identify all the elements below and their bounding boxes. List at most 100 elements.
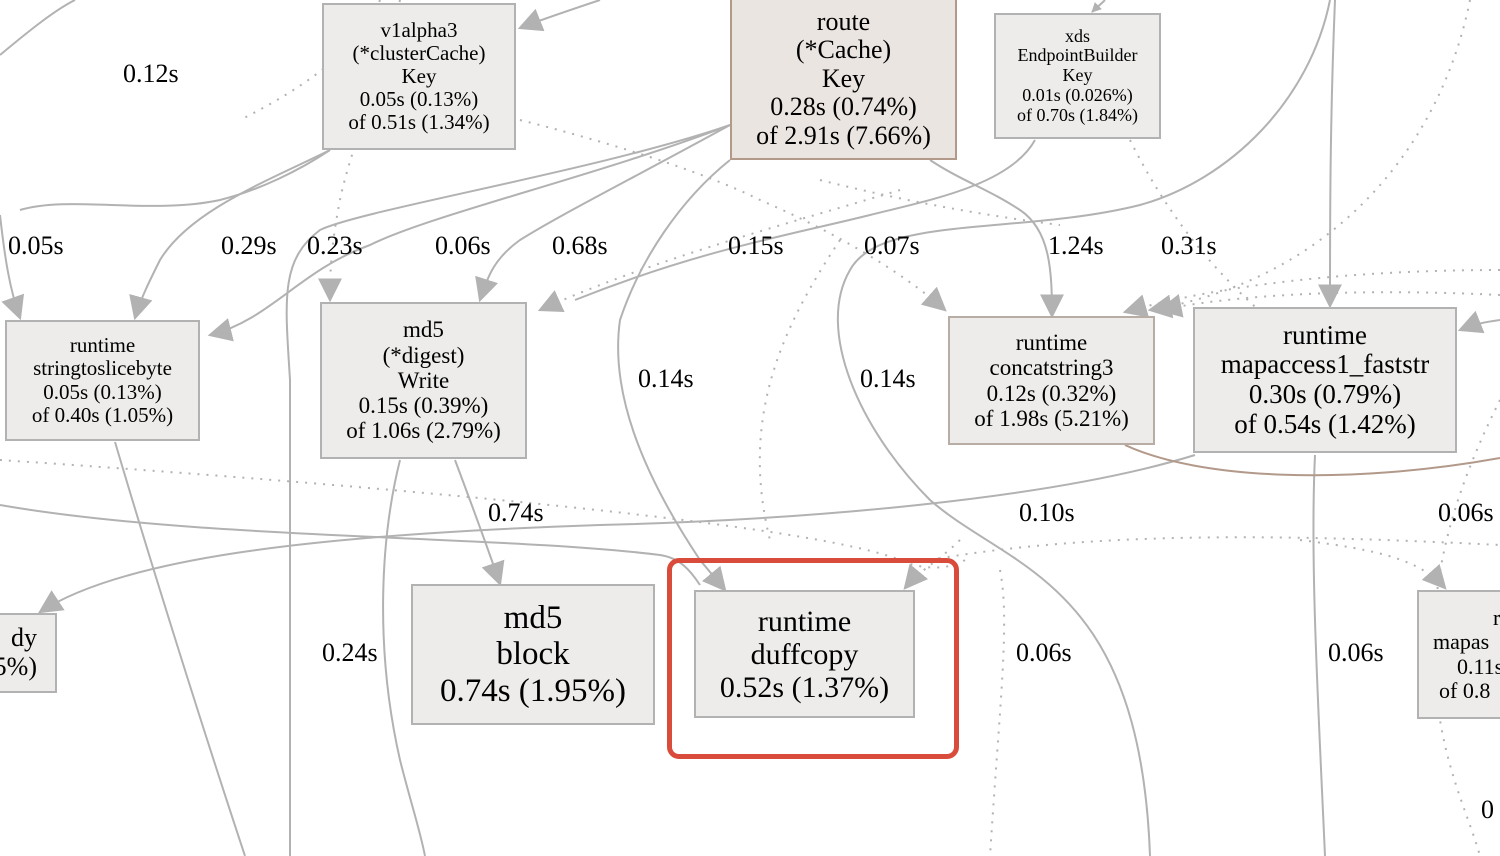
edge [1122, 269, 1500, 318]
edge [0, 0, 76, 56]
node-line: Write [397, 367, 450, 393]
edge-label: 0.06s [1328, 638, 1384, 667]
edge-label: 0.14s [638, 364, 694, 393]
node-line: runtime [757, 604, 852, 638]
node-line: runtime [1283, 319, 1367, 350]
node-runtime-stringtoslicebyte[interactable]: runtime stringtoslicebyte 0.05s (0.13%) … [5, 320, 200, 441]
edge [1432, 399, 1500, 856]
node-line: 0.30s (0.79%) [1248, 379, 1402, 409]
node-runtime-mapaccess1-faststr[interactable]: runtime mapaccess1_faststr 0.30s (0.79%)… [1193, 307, 1457, 453]
node-line: runtime [69, 333, 136, 358]
node-xds-endpointbuilder-key[interactable]: xds EndpointBuilder Key 0.01s (0.026%) o… [994, 13, 1161, 139]
edge [19, 149, 331, 211]
edge [929, 536, 1500, 561]
edge-label: 0.15s [728, 231, 784, 260]
edge [519, 119, 947, 312]
node-line: 0.01s (0.026%) [1022, 84, 1133, 105]
node-line: (*digest) [382, 342, 465, 368]
edge-label: 0.12s [123, 59, 179, 88]
edge-label: 0.29s [221, 231, 277, 260]
edge [617, 159, 731, 592]
edge [1299, 539, 1447, 590]
edge [1457, 310, 1500, 334]
edge-label: 0.06s [435, 231, 491, 260]
edge-label: 0.07s [864, 231, 920, 260]
node-runtime-concatstring3[interactable]: runtime concatstring3 0.12s (0.32%) of 1… [948, 316, 1155, 445]
edge-label: 0.31s [1161, 231, 1217, 260]
node-line: of 1.06s (2.79%) [346, 418, 501, 444]
node-route-cache-key[interactable]: route (*Cache) Key 0.28s (0.74%) of 2.91… [730, 0, 957, 160]
node-line: 0.11s [1457, 653, 1500, 679]
edge-label: 0.10s [1019, 498, 1075, 527]
node-line: runtime [1015, 329, 1088, 355]
node-line: block [496, 636, 570, 673]
node-line: xds [1064, 25, 1090, 46]
edge [517, 0, 601, 32]
edge-label: 0 [1481, 795, 1494, 824]
node-line: mapaccess1_faststr [1220, 349, 1430, 380]
node-md5-digest-write[interactable]: md5 (*digest) Write 0.15s (0.39%) of 1.0… [320, 302, 527, 459]
node-clustercache-key[interactable]: v1alpha3 (*clusterCache) Key 0.05s (0.13… [322, 3, 516, 150]
edge [382, 459, 426, 856]
node-line: md5 [503, 600, 563, 637]
edge [207, 124, 731, 342]
node-md5-block[interactable]: md5 block 0.74s (1.95%) [411, 584, 655, 725]
edge-label: 0.68s [552, 231, 608, 260]
edge [37, 454, 1196, 614]
edge [1129, 139, 1271, 321]
node-line: Key [401, 63, 437, 88]
edge [0, 214, 25, 321]
edge-label: 0.05s [8, 231, 64, 260]
edge [989, 569, 1006, 856]
node-line: dy [11, 623, 37, 653]
edge-label: 0.06s [1016, 638, 1072, 667]
edge [574, 139, 1036, 301]
node-line: EndpointBuilder [1017, 45, 1138, 66]
edge [1318, 0, 1343, 309]
node-line: of 1.98s (5.21%) [974, 405, 1129, 431]
edge-label: 0.06s [1438, 498, 1494, 527]
edge [1147, 0, 1471, 319]
node-line: 0.05s (0.13%) [359, 87, 479, 112]
node-line: of 0.54s (1.42%) [1234, 408, 1416, 439]
edge-label: 1.24s [1048, 231, 1104, 260]
node-runtime-duffcopy[interactable]: runtime duffcopy 0.52s (1.37%) [694, 590, 915, 718]
node-line: (*Cache) [795, 35, 892, 65]
edge [1312, 454, 1326, 856]
node-line: duffcopy [750, 637, 859, 671]
node-line: of 0.8 [1439, 677, 1491, 703]
edge [836, 0, 1331, 856]
edge [903, 539, 961, 590]
node-line: 0.74s (1.95%) [439, 672, 627, 709]
edge [475, 124, 731, 303]
edge [1091, 0, 1106, 13]
node-line: of 0.40s (1.05%) [31, 402, 174, 427]
node-line: 0.12s (0.32%) [986, 380, 1117, 406]
edge [758, 239, 841, 541]
node-line: 0.05s (0.13%) [43, 379, 162, 404]
node-line: 0.52s (1.37%) [719, 670, 890, 704]
node-line: ru [1493, 605, 1500, 631]
node-line: md5 [403, 317, 444, 343]
node-partial-right[interactable]: ru mapas 0.11s of 0.8 [1417, 590, 1500, 719]
node-line: (*clusterCache) [352, 40, 486, 65]
edge [114, 441, 246, 856]
edge [454, 459, 505, 587]
node-line: concatstring3 [989, 355, 1114, 381]
edge [285, 124, 731, 856]
node-line: mapas [1433, 629, 1490, 655]
edge-label: 0.23s [307, 231, 363, 260]
edge-label: 0.24s [322, 638, 378, 667]
node-line: of 2.91s (7.66%) [756, 120, 931, 150]
node-line: of 0.70s (1.84%) [1017, 104, 1138, 125]
edge-label: 0.14s [860, 364, 916, 393]
edge [1124, 444, 1500, 477]
edge [0, 504, 701, 586]
node-line: 0.28s (0.74%) [770, 92, 917, 122]
node-line: v1alpha3 [380, 17, 458, 42]
edge [929, 159, 1064, 319]
node-partial-left[interactable]: dy 5%) [0, 613, 57, 693]
node-line: of 0.51s (1.34%) [348, 110, 490, 135]
edge [129, 149, 331, 321]
